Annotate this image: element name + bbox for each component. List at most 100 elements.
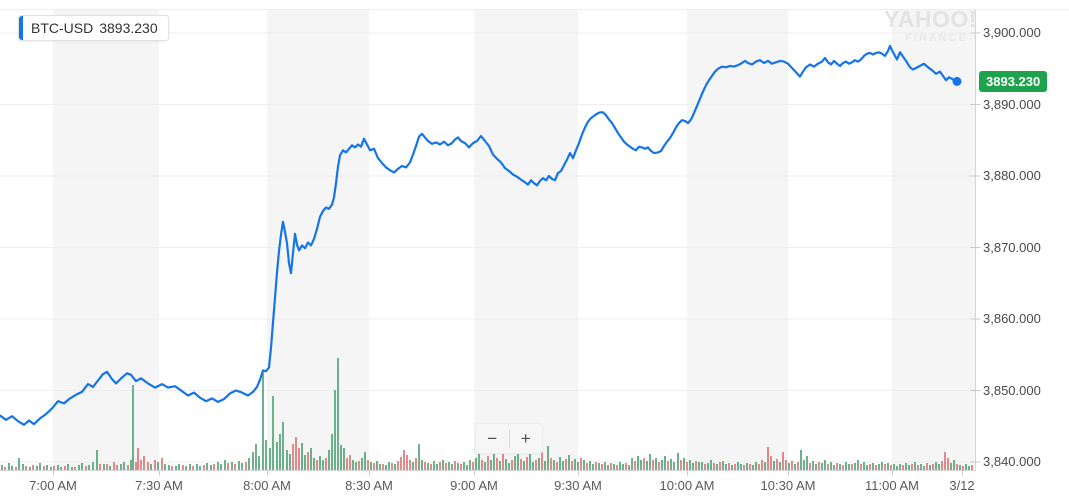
volume-bar xyxy=(439,462,441,470)
volume-bar xyxy=(220,464,222,470)
volume-bar xyxy=(481,460,483,470)
volume-bar xyxy=(710,460,712,470)
volume-bar xyxy=(791,461,793,470)
volume-bar xyxy=(541,452,543,470)
zoom-in-button[interactable]: + xyxy=(510,424,543,453)
volume-bar xyxy=(325,458,327,470)
x-axis-label: 11:00 AM xyxy=(865,478,919,493)
volume-bar xyxy=(794,464,796,470)
volume-bar xyxy=(520,459,522,470)
volume-bar xyxy=(860,464,862,470)
volume-bar xyxy=(586,463,588,470)
volume-bar xyxy=(457,463,459,470)
volume-bar xyxy=(863,462,865,470)
volume-bar xyxy=(824,460,826,470)
background-band xyxy=(474,9,578,471)
volume-bar xyxy=(196,464,198,470)
volume-bar xyxy=(746,463,748,470)
volume-bar xyxy=(99,464,101,470)
volume-bar xyxy=(872,463,874,470)
volume-bar xyxy=(255,444,257,470)
volume-bar xyxy=(830,462,832,470)
volume-bar xyxy=(178,464,180,470)
zoom-out-button[interactable]: − xyxy=(476,424,509,453)
volume-bar xyxy=(307,452,309,470)
volume-bar xyxy=(113,462,115,470)
volume-bar xyxy=(890,465,892,470)
volume-bar xyxy=(800,450,802,470)
volume-bar xyxy=(224,460,226,470)
volume-bar xyxy=(719,462,721,470)
volume-bar xyxy=(103,464,105,470)
volume-bar xyxy=(938,464,940,470)
volume-bar xyxy=(269,448,271,470)
volume-bar xyxy=(589,461,591,470)
volume-bar xyxy=(106,464,108,470)
volume-bar xyxy=(622,464,624,470)
x-axis-label: 8:30 AM xyxy=(345,478,393,493)
volume-bar xyxy=(947,458,949,470)
volume-bar xyxy=(740,464,742,470)
volume-bar xyxy=(248,458,250,470)
volume-bar xyxy=(96,450,98,470)
volume-bar xyxy=(956,464,958,470)
volume-bar xyxy=(562,461,564,470)
volume-bar xyxy=(364,452,366,470)
volume-bar xyxy=(322,460,324,470)
volume-bar xyxy=(857,460,859,470)
volume-bar xyxy=(484,462,486,470)
volume-bar xyxy=(953,460,955,470)
volume-bar xyxy=(454,461,456,470)
volume-bar xyxy=(517,445,519,470)
volume-bar xyxy=(272,396,274,470)
volume-bar xyxy=(616,465,618,470)
volume-bar xyxy=(18,458,20,470)
volume-bar xyxy=(529,454,531,470)
volume-bar xyxy=(502,454,504,470)
volume-bar xyxy=(965,464,967,470)
volume-bar xyxy=(923,466,925,470)
legend-color-bar xyxy=(19,16,23,40)
volume-bar xyxy=(376,461,378,470)
volume-bar xyxy=(182,465,184,470)
volume-bar xyxy=(92,462,94,470)
volume-bar xyxy=(1,465,3,470)
volume-bar xyxy=(707,463,709,470)
x-axis-label: 7:30 AM xyxy=(135,478,183,493)
volume-bar xyxy=(150,464,152,470)
volume-bar xyxy=(168,465,170,470)
volume-bar xyxy=(161,458,163,470)
volume-bar xyxy=(46,465,48,470)
volume-bar xyxy=(32,465,34,470)
volume-bar xyxy=(959,465,961,470)
volume-bar xyxy=(400,457,402,470)
volume-bar xyxy=(845,462,847,470)
volume-bar xyxy=(415,458,417,470)
volume-bar xyxy=(445,463,447,470)
volume-bar xyxy=(11,466,13,470)
x-axis-date-label: 3/12 xyxy=(949,478,975,493)
volume-bar xyxy=(643,458,645,470)
volume-bar xyxy=(245,462,247,470)
volume-bar xyxy=(418,444,420,470)
volume-bar xyxy=(884,464,886,470)
volume-bar xyxy=(568,455,570,470)
volume-bar xyxy=(206,463,208,470)
volume-bar xyxy=(346,458,348,470)
volume-bar xyxy=(788,463,790,470)
volume-bar xyxy=(565,459,567,470)
volume-bar xyxy=(217,462,219,470)
volume-bar xyxy=(854,463,856,470)
volume-bar xyxy=(135,462,137,470)
volume-bar xyxy=(282,422,284,470)
volume-bar xyxy=(806,456,808,470)
volume-bar xyxy=(43,466,45,470)
volume-bar xyxy=(403,450,405,470)
volume-bar xyxy=(658,462,660,470)
volume-bar xyxy=(667,461,669,470)
y-axis-label: 3,840.000 xyxy=(983,454,1041,469)
volume-bar xyxy=(610,463,612,470)
volume-bar xyxy=(695,461,697,470)
volume-bar xyxy=(839,464,841,470)
